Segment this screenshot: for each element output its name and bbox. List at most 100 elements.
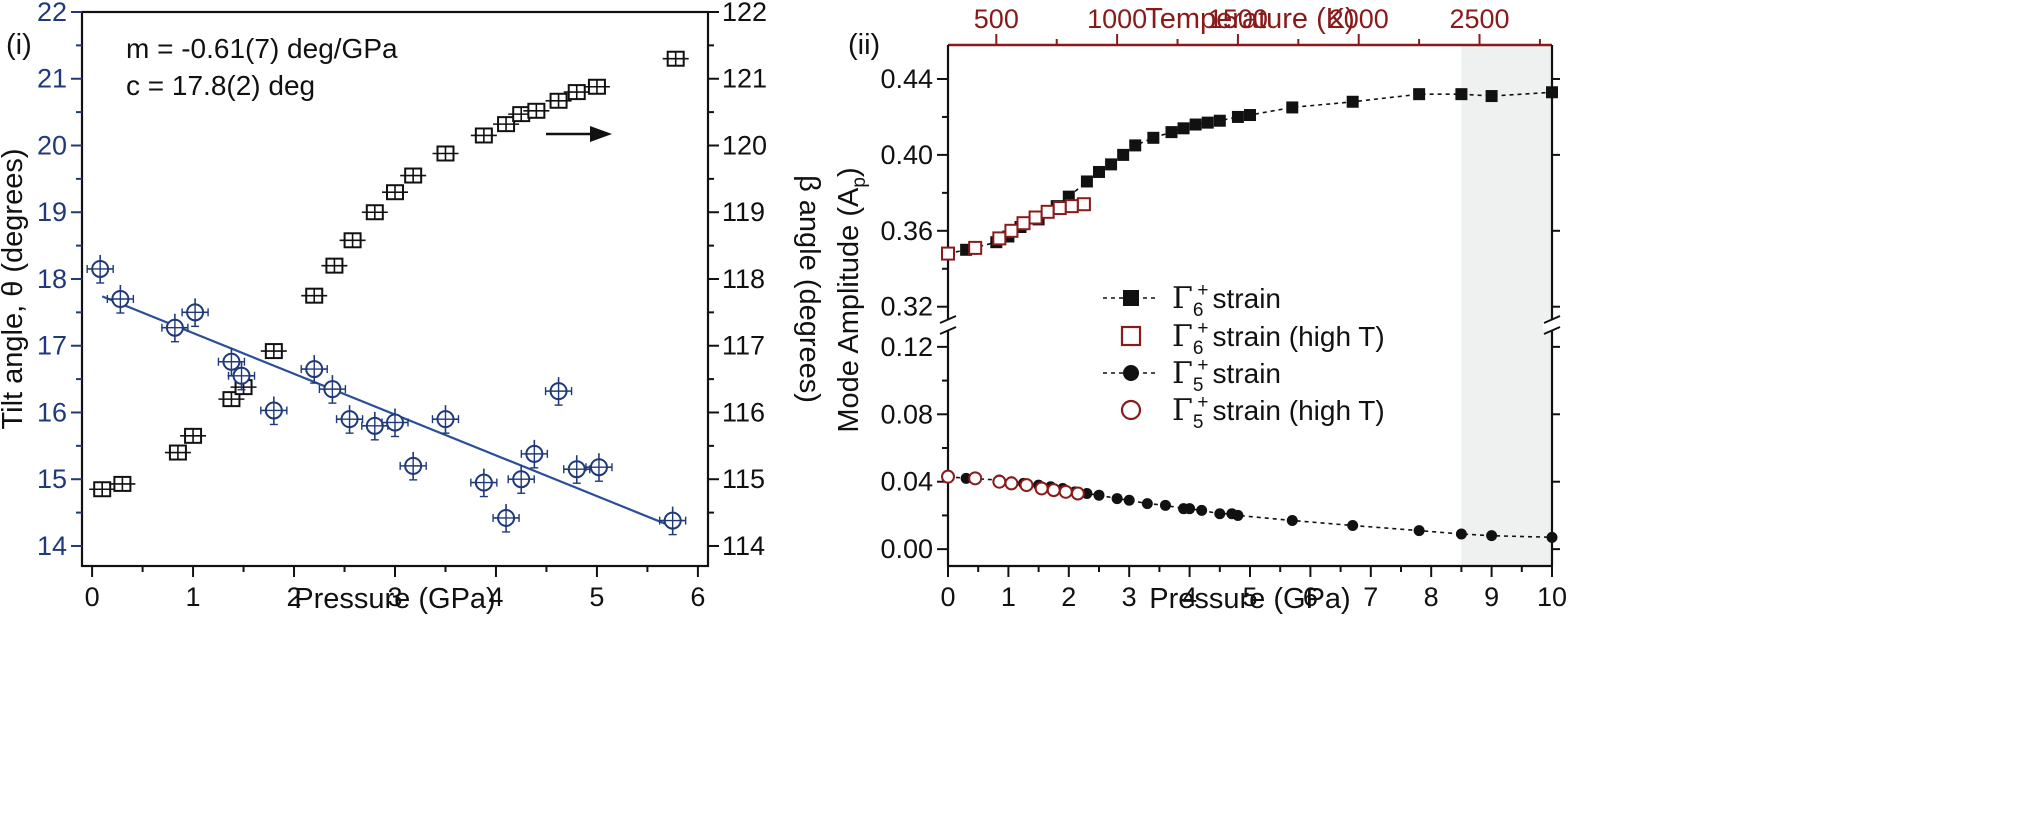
gamma5-strain-point [1286,514,1298,526]
tilt-angle-point [181,298,209,328]
y-right-tick-label: 122 [722,0,767,27]
y-left-tick-label: 14 [37,531,67,561]
gamma5-strain-point [1123,494,1135,506]
tilt-angle-point [658,506,687,536]
tilt-angle-point [585,453,613,482]
gamma6-highT-point [1004,223,1019,238]
y-axis-label: Mode Amplitude (Ap) [833,167,870,432]
beta-angle-point [218,391,245,408]
gamma6-strain-point [1213,114,1226,127]
tilt-angle-point [361,411,389,441]
y-left-tick-label: 17 [37,331,67,361]
gamma6-strain-point [1201,116,1214,129]
gamma5-highT-point [1004,476,1019,491]
gamma6-strain-point [1093,165,1105,178]
x-tick-label: 0 [940,582,955,612]
x-tick-label: 9 [1484,582,1499,612]
y-tick-label: 0.08 [880,399,933,429]
beta-angle-point [382,184,408,201]
beta-angle-point [260,343,287,360]
axis-break-mark [1543,315,1561,324]
gamma5-strain-point [1141,498,1153,510]
tilt-angle-point [399,451,427,481]
y-right-tick-label: 117 [722,331,765,361]
legend-label: Γ5+ strain [1172,355,1281,396]
beta-angle-point [545,92,572,109]
gamma6-highT-point [941,246,955,261]
legend-label: Γ6+ strain [1172,280,1281,321]
fit-line [101,295,677,529]
tilt-angle-point [260,396,288,426]
gamma5-strain-point [1184,503,1196,515]
y-tick-label: 0.36 [880,216,933,246]
x-tick-label: 1 [1001,582,1016,612]
tilt-angle-point [335,405,364,434]
gamma6-strain-point [1485,90,1498,103]
x-tick-label: 0 [85,582,100,612]
y-tick-label: 0.04 [880,467,933,497]
tilt-angle-point [507,465,535,494]
gamma5-highT-point [1046,483,1061,498]
gamma6-strain-point [1147,131,1160,144]
y-tick-label: 0.40 [880,140,933,170]
x-tick-label: 8 [1424,582,1439,612]
gamma6-highT-point [1064,199,1079,214]
beta-angle-point [523,102,550,119]
x-tick-label: 4 [1182,582,1197,612]
gamma5-strain-point [1232,509,1244,521]
beta-angle-point [432,145,459,162]
panel-i: 0 1 2 3 4 5 6 Pressure (GPa) 14 15 16 17 18 19 20 21 22 T… [0,0,825,615]
legend-entry: Γ5+ strain (high T) [1120,392,1385,433]
y-right-tick-label: 118 [722,264,765,294]
gamma5-strain-point [1455,528,1467,540]
x-tick-label: 7 [1363,582,1378,612]
tilt-angle-point [227,361,256,391]
x-tick-label: 10 [1537,582,1567,612]
tilt-angle-point [86,254,114,284]
gamma6-highT-point [968,240,983,255]
beta-angle-point [662,50,689,67]
gamma5-strain-point [1196,504,1208,516]
beta-angle-point [89,481,116,498]
beta-angle-point [400,167,427,184]
gamma6-highT-point [1076,197,1091,212]
panel-label: (ii) [848,29,880,61]
gamma5-highT-point [1070,486,1085,501]
y-right-tick-label: 121 [722,64,767,94]
y-right-tick-label: 114 [722,531,765,561]
axis-break-gap [1543,320,1561,330]
gamma5-strain-point [1214,508,1226,520]
gamma6-strain-point [1117,148,1130,161]
y-left-tick-label: 18 [37,264,67,294]
tilt-angle-point [563,455,591,484]
x-tick-label: 3 [1122,582,1137,612]
beta-angle-point [583,78,610,95]
y-left-tick-label: 21 [37,64,67,94]
x-axis-label: Pressure (GPa) [1149,583,1350,615]
axis-break-gap [939,320,957,330]
x-tick-label: 2 [287,582,302,612]
x-tick-label: 3 [387,582,402,612]
x-tick-label: 6 [690,582,705,612]
gamma6-highT-point [1016,216,1031,231]
beta-angle-point [301,287,328,304]
beta-angle-point [361,204,388,221]
gamma5-highT-point [1019,478,1034,493]
gamma5-strain-point [1486,530,1498,542]
tilt-angle-point [470,468,498,498]
gamma6-strain-point [1129,139,1142,152]
gamma6-strain-point [1080,175,1093,188]
y-left-tick-label: 15 [37,464,67,494]
axis-break-mark [939,326,957,335]
gamma5-highT-point [1058,484,1073,499]
y-right-tick-label: 115 [722,464,765,494]
tilt-angle-point [381,408,409,438]
tilt-angle-point [217,347,246,377]
axis-arrow-head [590,126,612,142]
tilt-angle-point [161,313,189,343]
tilt-angle-point [106,285,135,314]
legend-marker [1120,399,1142,421]
legend-entry: Γ6+ strain [1103,280,1281,321]
gamma6-strain-point [1413,88,1426,101]
